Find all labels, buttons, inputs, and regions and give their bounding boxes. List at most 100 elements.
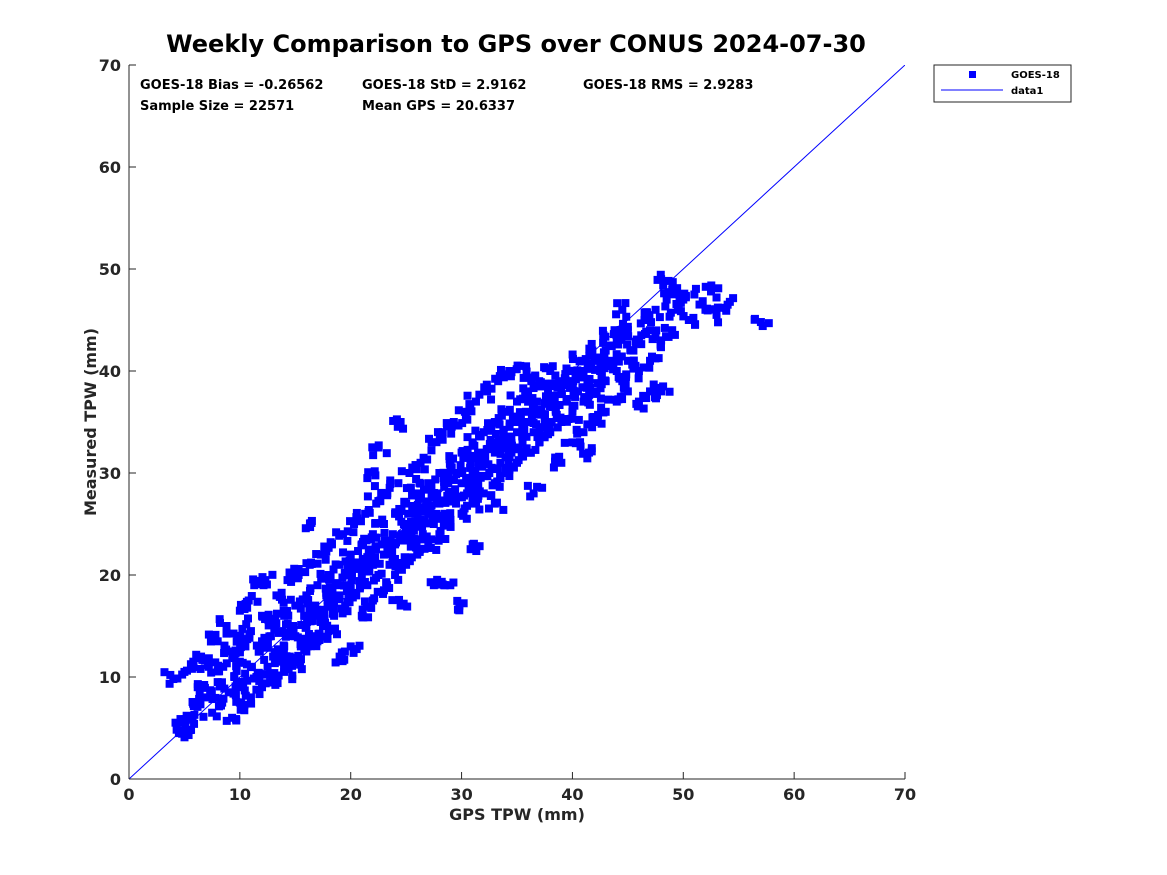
data-point — [524, 418, 533, 426]
data-point — [547, 379, 556, 388]
data-point — [758, 322, 767, 331]
data-point — [505, 405, 514, 414]
data-point — [416, 479, 425, 488]
data-point — [172, 725, 181, 734]
data-point — [529, 428, 538, 437]
data-point — [307, 558, 316, 567]
data-point — [572, 425, 581, 434]
data-point — [507, 432, 516, 441]
data-point — [573, 387, 582, 396]
data-point — [202, 693, 211, 702]
data-point — [229, 629, 238, 638]
data-point — [232, 715, 241, 724]
data-point — [216, 618, 225, 627]
data-point — [355, 577, 364, 586]
data-point — [320, 542, 329, 551]
data-point — [656, 340, 665, 349]
data-point — [586, 364, 595, 373]
data-point — [416, 492, 425, 501]
data-point — [467, 407, 476, 416]
data-point — [454, 421, 463, 430]
data-point — [519, 373, 528, 382]
data-point — [242, 597, 251, 606]
data-point — [425, 434, 434, 443]
data-point — [416, 458, 425, 467]
data-point — [266, 669, 275, 678]
data-point — [420, 465, 429, 474]
data-point — [271, 614, 280, 623]
data-point — [560, 438, 569, 447]
data-point — [585, 344, 594, 353]
data-point — [707, 281, 716, 290]
data-point — [516, 395, 525, 404]
data-point — [654, 354, 663, 363]
data-point — [588, 413, 597, 422]
data-point — [469, 539, 478, 548]
data-point — [303, 617, 312, 626]
stat-sample-size: Sample Size = 22571 — [140, 99, 294, 114]
data-point — [474, 449, 483, 458]
data-point — [280, 658, 289, 667]
data-point — [454, 406, 463, 415]
data-point — [463, 391, 472, 400]
data-point — [255, 676, 264, 685]
data-point — [308, 616, 317, 625]
data-point — [173, 674, 182, 683]
data-point — [468, 493, 477, 502]
data-point — [189, 663, 198, 672]
x-tick-label: 60 — [783, 785, 805, 804]
data-point — [240, 700, 249, 709]
data-point — [283, 619, 292, 628]
data-point — [426, 578, 435, 587]
x-tick-label: 50 — [672, 785, 694, 804]
stats-annotations: GOES-18 Bias = -0.26562 GOES-18 StD = 2.… — [140, 78, 753, 114]
data-point — [408, 491, 417, 500]
data-point — [360, 534, 369, 543]
axes: 0 10 20 30 40 50 60 70 0 10 20 30 40 50 60 70 — [99, 56, 916, 804]
data-point — [524, 397, 533, 406]
data-point — [457, 479, 466, 488]
data-point — [232, 666, 241, 675]
data-point — [633, 402, 642, 411]
data-point — [261, 638, 270, 647]
data-point — [240, 686, 249, 695]
data-point — [600, 376, 609, 385]
x-tick-label: 20 — [340, 785, 362, 804]
data-point — [429, 488, 438, 497]
data-point — [287, 574, 296, 583]
data-point — [537, 405, 546, 414]
data-point — [505, 472, 514, 481]
data-point — [397, 565, 406, 574]
data-point — [329, 565, 338, 574]
data-point — [495, 482, 504, 491]
data-point — [312, 550, 321, 559]
data-point — [604, 395, 613, 404]
data-point — [568, 381, 577, 390]
data-point — [181, 715, 190, 724]
data-point — [410, 505, 419, 514]
data-point — [522, 367, 531, 376]
data-point — [691, 320, 700, 329]
data-point — [472, 480, 481, 489]
data-point — [487, 384, 496, 393]
data-point — [272, 619, 281, 628]
data-point — [639, 404, 648, 413]
data-point — [472, 547, 481, 556]
data-point — [455, 606, 464, 615]
data-point — [442, 419, 451, 428]
data-point — [390, 539, 399, 548]
data-point — [389, 416, 398, 425]
data-point — [447, 497, 456, 506]
data-point — [427, 493, 436, 502]
stat-std: GOES-18 StD = 2.9162 — [362, 78, 526, 93]
data-point — [383, 491, 392, 500]
data-point — [222, 629, 231, 638]
chart-title: Weekly Comparison to GPS over CONUS 2024… — [166, 30, 866, 58]
data-point — [691, 284, 700, 293]
data-point — [349, 528, 358, 537]
data-point — [562, 395, 571, 404]
data-point — [459, 599, 468, 608]
data-point — [404, 509, 413, 518]
data-point — [466, 545, 475, 554]
data-point — [391, 571, 400, 579]
